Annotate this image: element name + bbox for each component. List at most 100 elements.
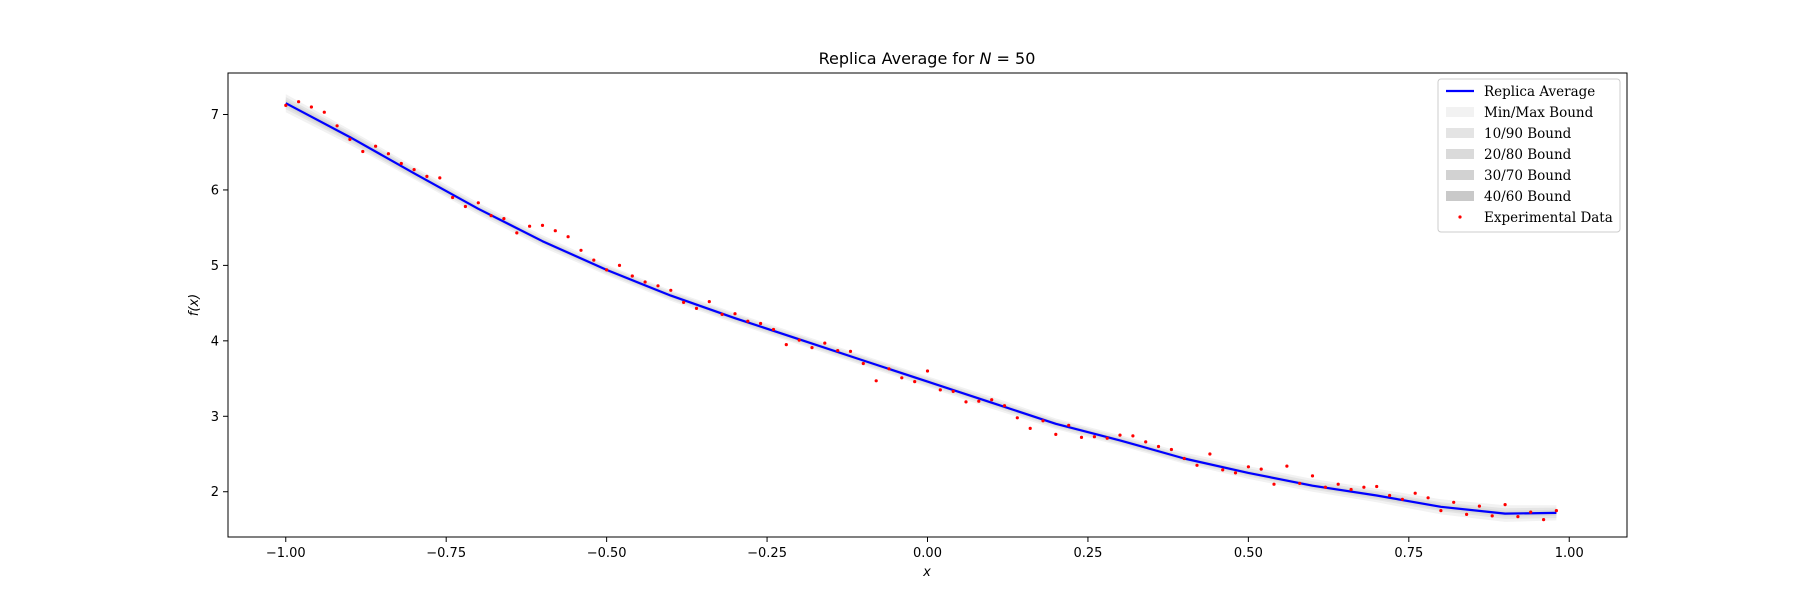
legend-label: Experimental Data [1484,210,1613,226]
experimental-data-point [1144,440,1148,444]
experimental-data-point [528,224,532,228]
experimental-data-point [1015,416,1019,420]
legend-item: Experimental Data [1458,210,1613,226]
x-tick-label: 0.25 [1073,546,1102,561]
x-axis-label: x [922,565,931,580]
experimental-data-point [412,168,416,172]
experimental-data-point [643,280,647,284]
experimental-data-point [451,195,455,200]
legend: Replica Average Min/Max Bound 10/90 Bound 2… [1437,78,1621,233]
experimental-data-point [566,235,570,239]
experimental-data-point [348,137,352,141]
experimental-data-point [707,300,711,304]
experimental-data-point [1542,518,1546,522]
legend-label: 40/60 Bound [1484,189,1572,205]
y-tick-label: 2 [211,485,219,500]
x-tick-label: −0.75 [426,546,466,561]
experimental-data-point [1516,515,1520,519]
experimental-data-point [579,248,583,252]
experimental-data-point [1529,510,1533,514]
experimental-data-point [1375,484,1379,489]
experimental-data-point [733,312,737,316]
experimental-data-point [1105,436,1109,440]
y-axis-label: f(x) [187,294,202,316]
experimental-data-point [335,124,339,128]
experimental-data-point [322,110,326,114]
legend-label: Replica Average [1484,84,1595,100]
experimental-data-point [1131,434,1135,438]
experimental-data-point [951,389,955,393]
experimental-data-point [720,312,724,316]
legend-label: 20/80 Bound [1484,147,1572,163]
experimental-data-point [1028,426,1032,430]
experimental-data-point [1208,452,1212,456]
experimental-data-point [990,398,994,402]
replica-average-series [285,102,1557,515]
experimental-data-point [1388,493,1392,498]
experimental-data-point [438,176,442,180]
experimental-data-point [1221,468,1225,472]
experimental-data-point [1195,463,1199,467]
experimental-data-point [1490,514,1494,518]
experimental-data-point [1067,423,1071,427]
x-tick-label: 0.00 [913,546,942,561]
experimental-data-point [784,343,788,347]
experimental-data-point [1310,474,1315,478]
experimental-data-series [284,100,1558,522]
legend-band-swatch [1446,191,1474,201]
experimental-data-point [1298,481,1302,485]
experimental-data-point [1323,485,1327,489]
experimental-data-point [1156,444,1161,449]
experimental-data-point [1413,491,1417,495]
experimental-data-point [399,161,403,166]
experimental-data-point [540,223,545,227]
experimental-data-point [605,268,609,272]
experimental-data-point [1477,504,1481,508]
experimental-data-point [771,327,776,332]
y-tick-label: 6 [211,183,219,198]
experimental-data-point [1079,435,1084,439]
replica-average-line [285,102,1557,515]
experimental-data-point [887,367,891,371]
experimental-data-point [592,258,596,262]
experimental-data-point [1349,487,1353,492]
y-tick-label: 4 [211,334,219,349]
experimental-data-point [1002,404,1007,408]
legend-item: 20/80 Bound [1446,147,1572,163]
experimental-data-point [1439,509,1443,513]
experimental-data-point [361,149,365,154]
experimental-data-point [874,379,878,383]
experimental-data-point [1426,496,1430,500]
experimental-data-point [900,376,904,380]
experimental-data-point [1272,482,1276,486]
experimental-data-point [861,361,865,366]
legend-label: Min/Max Bound [1484,105,1594,121]
experimental-data-point [1465,512,1469,517]
experimental-data-point [1400,497,1404,501]
experimental-data-point [694,306,699,310]
legend-band-swatch [1446,107,1474,117]
legend-item: 10/90 Bound [1446,126,1572,142]
experimental-data-point [617,263,622,267]
experimental-data-point [630,274,634,278]
experimental-data-point [1452,500,1456,504]
experimental-data-point [1169,447,1173,452]
experimental-data-point [515,231,519,235]
experimental-data-point [1285,464,1289,468]
x-tick-label: 0.50 [1234,546,1263,561]
y-tick-label: 5 [211,259,219,274]
experimental-data-point [656,284,660,288]
experimental-data-point [1182,456,1186,461]
x-axis-ticks: −1.00 −0.75 −0.50 −0.25 0.00 0.25 0.50 0.75 1.00 [266,537,1584,561]
legend-band-swatch [1446,128,1474,138]
y-tick-label: 3 [211,410,219,425]
experimental-data-point [502,217,506,221]
experimental-data-point [1259,467,1263,471]
y-tick-label: 7 [211,108,219,123]
experimental-data-point [309,105,313,109]
experimental-data-point [977,399,981,403]
experimental-data-point [746,319,750,323]
experimental-data-point [938,388,942,392]
experimental-data-point [669,288,673,292]
